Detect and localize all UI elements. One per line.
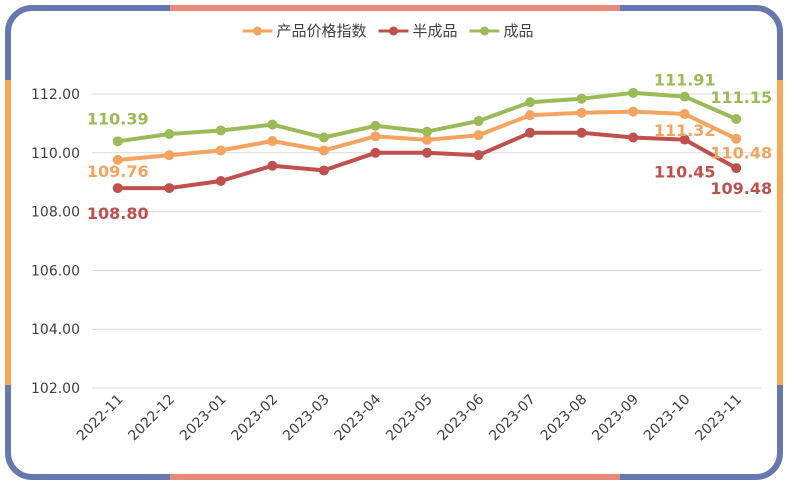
legend-label: 成品 bbox=[504, 22, 534, 40]
series-point bbox=[112, 183, 123, 194]
series-point bbox=[679, 91, 690, 102]
series-point bbox=[370, 147, 381, 158]
frame-corner bbox=[755, 5, 783, 33]
legend-marker bbox=[480, 26, 489, 36]
y-tick-label: 112.00 bbox=[31, 87, 80, 103]
series-point bbox=[422, 147, 432, 158]
data-label: 111.91 bbox=[654, 71, 716, 90]
data-label: 111.15 bbox=[710, 88, 772, 107]
frame-corner bbox=[5, 5, 33, 33]
x-tick-label: 2023-11 bbox=[692, 392, 745, 445]
series-point bbox=[318, 165, 329, 176]
x-tick-label: 2023-10 bbox=[641, 392, 694, 445]
y-tick-label: 110.00 bbox=[31, 146, 80, 162]
x-axis-ticks: 2022-112022-122023-012023-022023-032023-… bbox=[74, 391, 745, 444]
legend-marker bbox=[389, 26, 398, 36]
legend-marker bbox=[253, 26, 262, 36]
series-point bbox=[473, 150, 484, 161]
x-tick-label: 2023-08 bbox=[538, 392, 591, 445]
series-point bbox=[215, 145, 226, 156]
series-point bbox=[679, 108, 690, 119]
series-point bbox=[422, 126, 432, 137]
series-point bbox=[576, 127, 587, 138]
x-tick-label: 2023-09 bbox=[589, 392, 642, 445]
series-point bbox=[215, 125, 226, 136]
legend-label: 产品价格指数 bbox=[277, 22, 367, 40]
series-point bbox=[628, 87, 639, 98]
x-tick-label: 2023-03 bbox=[280, 392, 333, 445]
data-label: 109.48 bbox=[710, 179, 772, 198]
series-point bbox=[164, 183, 175, 194]
x-tick-label: 2023-07 bbox=[486, 392, 539, 445]
x-tick-label: 2022-11 bbox=[74, 392, 127, 445]
series-lines bbox=[112, 87, 742, 194]
series-point bbox=[731, 113, 742, 124]
series-point bbox=[731, 133, 742, 144]
frame-corner bbox=[755, 452, 783, 480]
data-label: 110.39 bbox=[87, 109, 149, 128]
series-point bbox=[576, 107, 587, 118]
data-label: 109.76 bbox=[87, 162, 149, 181]
series-point bbox=[731, 163, 742, 174]
series-point bbox=[370, 131, 381, 142]
series-point bbox=[215, 176, 226, 187]
data-label: 111.32 bbox=[654, 121, 716, 140]
x-tick-label: 2022-12 bbox=[125, 392, 178, 445]
series-point bbox=[473, 116, 484, 127]
data-label: 110.48 bbox=[710, 144, 772, 163]
y-tick-label: 104.00 bbox=[31, 322, 80, 338]
series-point bbox=[679, 134, 690, 145]
series-point bbox=[318, 145, 329, 156]
series-point bbox=[164, 128, 175, 139]
series-point bbox=[422, 134, 432, 145]
y-tick-label: 106.00 bbox=[31, 263, 80, 279]
legend: 产品价格指数 半成品 成品 bbox=[242, 22, 534, 40]
x-tick-label: 2023-06 bbox=[435, 391, 488, 444]
series-point bbox=[112, 154, 123, 165]
decorative-frame bbox=[5, 5, 783, 480]
y-tick-label: 102.00 bbox=[31, 381, 80, 397]
series-point bbox=[164, 150, 175, 161]
series-point bbox=[525, 110, 536, 121]
x-tick-label: 2023-02 bbox=[229, 392, 282, 445]
legend-label: 半成品 bbox=[413, 22, 458, 40]
data-label: 108.80 bbox=[87, 204, 149, 223]
series-point bbox=[628, 106, 639, 117]
x-tick-label: 2023-01 bbox=[177, 392, 230, 445]
series-point bbox=[267, 119, 278, 130]
series-point bbox=[267, 160, 278, 171]
series-point bbox=[112, 136, 123, 147]
data-label: 110.45 bbox=[654, 163, 716, 182]
frame-corner bbox=[5, 452, 33, 480]
series-point bbox=[370, 120, 381, 131]
series-point bbox=[525, 127, 536, 138]
series-point bbox=[318, 132, 329, 143]
x-tick-label: 2023-05 bbox=[383, 392, 436, 445]
series-point bbox=[525, 97, 536, 108]
x-tick-label: 2023-04 bbox=[332, 391, 385, 444]
series-point bbox=[267, 136, 278, 147]
series-point bbox=[473, 130, 484, 141]
series-point bbox=[628, 132, 639, 143]
y-tick-label: 108.00 bbox=[31, 205, 80, 221]
series-point bbox=[576, 93, 587, 104]
y-axis-ticks: 102.00 104.00 106.00 108.00 110.00 112.00 bbox=[31, 87, 80, 397]
